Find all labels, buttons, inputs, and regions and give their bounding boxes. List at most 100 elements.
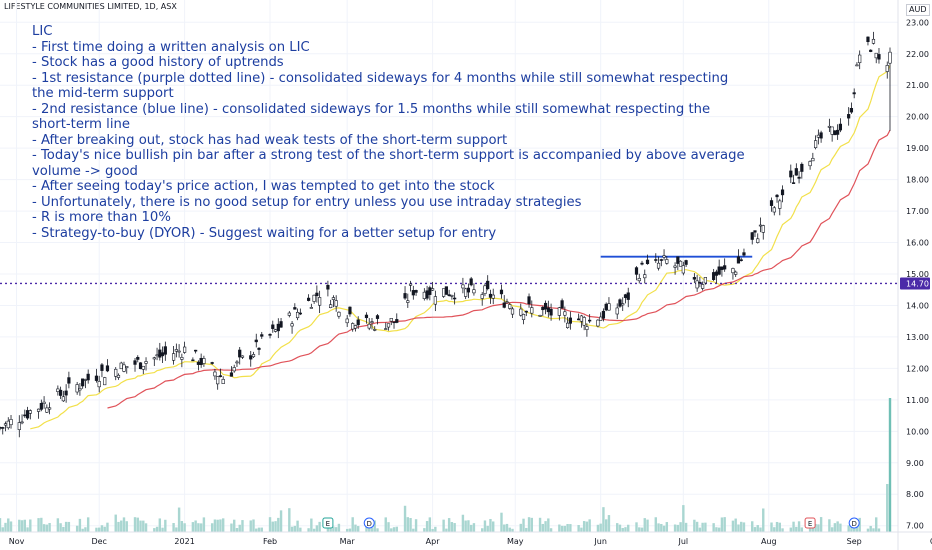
- candle-body: [249, 355, 253, 360]
- volume-bar: [445, 528, 448, 532]
- volume-bar: [715, 527, 718, 532]
- note-line: - Unfortunately, there is no good setup …: [32, 194, 582, 210]
- candle-body: [499, 289, 504, 295]
- volume-bar: [23, 519, 26, 532]
- volume-bar: [503, 524, 506, 532]
- candle-body: [218, 375, 223, 377]
- candle-body: [240, 355, 245, 358]
- note-line: - Stock has a good history of uptrends: [32, 55, 284, 70]
- candle-body: [273, 329, 278, 332]
- candle-body: [171, 353, 176, 361]
- volume-bar: [751, 521, 754, 532]
- volume-bar: [527, 517, 531, 532]
- volume-bar: [139, 520, 142, 532]
- volume-bar: [828, 519, 831, 532]
- y-tick-label: 17.00: [906, 207, 929, 216]
- candle-body: [232, 367, 236, 372]
- x-tick-label: Mar: [340, 537, 356, 546]
- volume-bar: [819, 517, 823, 532]
- volume-bar: [847, 525, 850, 532]
- candle-body: [720, 266, 724, 270]
- volume-bar: [117, 521, 120, 532]
- volume-bar: [604, 519, 608, 532]
- volume-bar: [795, 526, 798, 532]
- volume-bar: [582, 521, 586, 532]
- volume-bar: [563, 525, 567, 532]
- candle-body: [577, 318, 581, 321]
- volume-bar: [695, 521, 699, 532]
- volume-bar: [839, 523, 842, 532]
- candle-body: [847, 114, 851, 119]
- candle-body: [524, 310, 528, 313]
- candle-body: [392, 321, 396, 324]
- volume-bar: [0, 518, 2, 532]
- candle-body: [871, 38, 876, 44]
- candle-body: [557, 307, 561, 316]
- volume-bar: [365, 525, 368, 532]
- candle-body: [811, 158, 815, 162]
- volume-bar: [877, 528, 881, 532]
- volume-bar: [428, 517, 432, 532]
- candle-body: [428, 287, 432, 295]
- x-tick-label: 2021: [174, 537, 194, 546]
- volume-bar: [698, 527, 702, 532]
- candle-body: [621, 303, 625, 306]
- volume-bar: [370, 527, 374, 532]
- candle-body: [585, 326, 589, 330]
- x-tick-label: May: [507, 537, 524, 546]
- volume-bar: [384, 517, 387, 532]
- volume-bar: [95, 527, 98, 532]
- y-tick-label: 14.00: [906, 301, 929, 310]
- x-tick-label: Apr: [426, 537, 441, 546]
- candle-body: [601, 310, 606, 319]
- candle-body: [684, 260, 688, 265]
- candle-body: [483, 285, 487, 294]
- volume-bar: [4, 522, 7, 532]
- volume-bar: [830, 527, 834, 532]
- volume-bar: [731, 520, 735, 532]
- volume-bar: [450, 522, 454, 532]
- currency-badge[interactable]: AUD: [906, 4, 930, 16]
- volume-bar: [238, 524, 241, 532]
- volume-bar: [172, 523, 175, 532]
- volume-bar: [646, 519, 649, 532]
- candle-body: [373, 329, 377, 331]
- volume-bar: [717, 527, 721, 532]
- candle-body: [210, 362, 214, 364]
- volume-bar: [762, 508, 765, 532]
- y-tick-label: 10.00: [906, 427, 929, 436]
- volume-bar: [86, 517, 90, 532]
- volume-bar: [447, 518, 451, 532]
- candle-body: [461, 284, 465, 289]
- volume-bar: [544, 521, 547, 532]
- volume-bar: [800, 527, 804, 532]
- volume-bar: [183, 523, 186, 532]
- volume-bar: [279, 510, 283, 532]
- volume-bar: [133, 517, 137, 532]
- volume-bar: [252, 519, 255, 532]
- volume-bar: [97, 527, 101, 532]
- analysis-notes: LIC - First time doing a written analysi…: [32, 24, 752, 241]
- volume-bar: [260, 527, 263, 532]
- volume-bar: [64, 521, 68, 532]
- volume-bar: [720, 517, 724, 532]
- candle-body: [816, 134, 820, 138]
- volume-bar: [67, 521, 71, 532]
- candle-body: [469, 278, 473, 286]
- volume-bar: [56, 518, 60, 532]
- candle-body: [196, 361, 200, 365]
- candle-body: [712, 272, 716, 280]
- candle-body: [654, 259, 658, 261]
- candle-body: [260, 334, 264, 337]
- volume-bar: [778, 522, 781, 532]
- candle-body: [78, 388, 82, 391]
- volume-bar: [665, 522, 669, 532]
- volume-bar: [602, 507, 605, 532]
- candle-body: [351, 323, 355, 330]
- candle-body: [287, 312, 291, 316]
- chart-grid: [0, 0, 898, 532]
- candle-body: [717, 266, 721, 275]
- candle-body: [136, 356, 140, 360]
- volume-bar: [357, 526, 360, 532]
